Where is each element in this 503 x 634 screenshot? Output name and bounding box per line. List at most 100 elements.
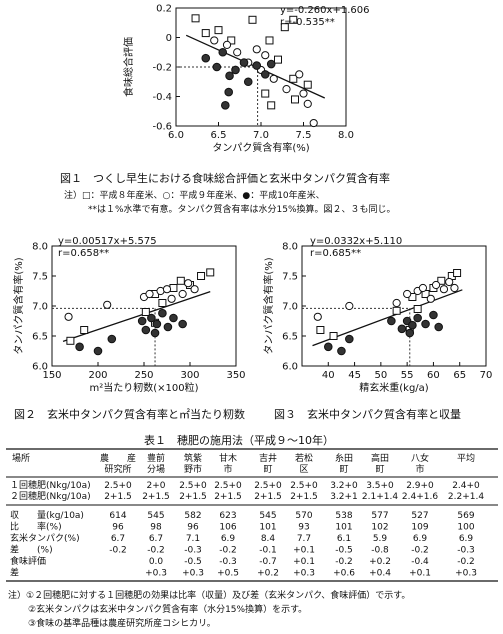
table-cell: -0.5 [184,557,202,567]
data-point-square [265,36,274,45]
table-cell: 6.9 [459,534,474,544]
application-table: 場所 農 産豊前 筑紫 甘木 吉井 若松 糸田 高田 八女 平均研究所 分場 野市 市 町 区 町 町 市 １回穂肥… [6,448,498,582]
table-cell: -0.2 [147,546,165,556]
data-point-circle [450,283,459,293]
data-point-filled [337,346,346,356]
data-point-circle [184,279,193,288]
x-tick-label: 65 [453,370,466,381]
row-label: 玄米タンパク(%) [10,532,80,544]
data-point-square [80,326,89,334]
data-point-square [437,276,446,285]
table-cell: 5.9 [373,534,388,544]
correlation-coefficient: r=0.658** [58,248,109,259]
table-cell: 6.7 [111,534,125,544]
figure-3-caption: 図３ 玄米中タンパク質含有率と収量 [274,408,461,421]
table-cell: 538 [335,511,352,521]
table-cell: 2.4+1.6 [402,492,438,502]
data-point-circle [392,298,401,308]
x-tick-label: 55 [401,370,414,381]
table-cell: 545 [147,511,164,521]
table-cell: 2+1.5 [254,492,282,502]
figure-1-note-line2: **は１%水準で有意。タンパク質含有率は水分15%換算。図２、３も同じ。 [88,205,396,215]
table-cell: 2.5+0 [290,481,318,491]
data-point-circle [167,294,176,303]
table-cell: -0.7 [259,557,277,567]
table-cell: 2.5+0 [254,481,282,491]
table-footnote-1: 注）①２回穂肥に対する１回穂肥の効果は比率（収量）及び差（玄米タンパク、食味評価… [8,591,411,601]
data-point-filled [260,70,270,79]
data-point-circle [282,85,291,94]
table-cell: 106 [219,523,236,533]
data-point-circle [345,301,354,311]
y-tick-label: 0.2 [156,4,172,15]
row-label: 差 (%) [10,544,53,556]
table-cell: 93 [298,523,309,533]
data-point-square [392,306,401,315]
table-cell: -0.1 [259,546,277,556]
data-point-square [280,23,289,32]
table-cell: -0.5 [335,546,353,556]
table-cell: +0.3 [145,569,167,579]
table-cell: 6.9 [413,534,428,544]
y-tick-label: 7.0 [32,302,48,313]
column-header-sub: 野市 [184,463,202,475]
data-point-square [176,276,185,285]
data-point-filled [243,77,253,87]
y-tick-label: 8.0 [32,242,48,253]
table-cell: 623 [219,511,236,521]
table-cell: -0.2 [457,557,475,567]
data-point-filled [218,47,228,57]
data-point-square [289,15,298,24]
table-cell: -0.4 [411,557,429,567]
y-tick-label: 7.0 [282,302,298,313]
data-point-circle [313,312,322,321]
table-cell: +0.3 [182,569,204,579]
data-point-circle [103,300,112,309]
table-cell: 2.4+0 [452,481,480,491]
figure-2-scatter: 150 200 250 300 350 8.0 7.5 7.0 6.5 6.0 y=0.00517x… [12,236,246,394]
table-cell: 582 [184,511,201,521]
data-point-circle [418,283,428,293]
table-cell: 101 [259,523,276,533]
column-header: 八女 [411,452,429,464]
table-cell: +0.4 [369,569,391,579]
data-point-square [289,74,298,83]
data-point-filled [152,319,162,329]
x-tick-label: 6.5 [211,130,227,141]
y-axis-label: タンパク質含有率(%) [12,257,25,354]
data-point-square [141,308,150,316]
table-cell: 2+1.5 [142,492,170,502]
data-point-filled [178,319,187,329]
column-header-sub: 分場 [147,463,165,475]
table-cell: 96 [187,523,199,533]
data-point-circle [252,45,261,54]
column-header: 平均 [457,452,475,464]
x-tick-label: 200 [88,370,107,381]
row-label: 収 量(kg/10a) [10,509,84,521]
table-cell: +0.3 [455,569,477,579]
y-tick-label: 6.0 [32,362,48,373]
x-tick-label: 8.0 [338,130,354,141]
table-cell: 6.1 [337,534,351,544]
table-cell: 3.2+0 [330,481,358,491]
data-point-square [227,36,236,45]
table-cell: 2+0 [147,481,166,491]
x-axis-label: タンパク質含有率(%) [212,141,309,154]
y-tick-label: 7.5 [32,272,48,283]
y-tick-label: -0.6 [152,122,172,133]
table-cell: 527 [411,511,428,521]
data-point-filled [434,322,443,332]
correlation-coefficient: r=0.685** [310,248,361,259]
x-tick-label: 45 [348,370,361,381]
data-point-filled [323,342,333,352]
data-point-filled [225,71,234,81]
x-tick-label: 150 [42,370,61,381]
table-cell: 98 [150,523,162,533]
table-cell: +0.1 [293,557,315,567]
y-axis-label: タンパク質含有率(%) [262,257,275,354]
row-label: 比 率(%) [10,521,62,533]
table-cell: 8.4 [261,534,276,544]
table-footnote-2: ②玄米タンパクは玄米中タンパク質含有率（水分15%換算）を示す。 [28,605,308,615]
data-point-square [303,80,312,89]
table-cell: -0.8 [371,546,389,556]
